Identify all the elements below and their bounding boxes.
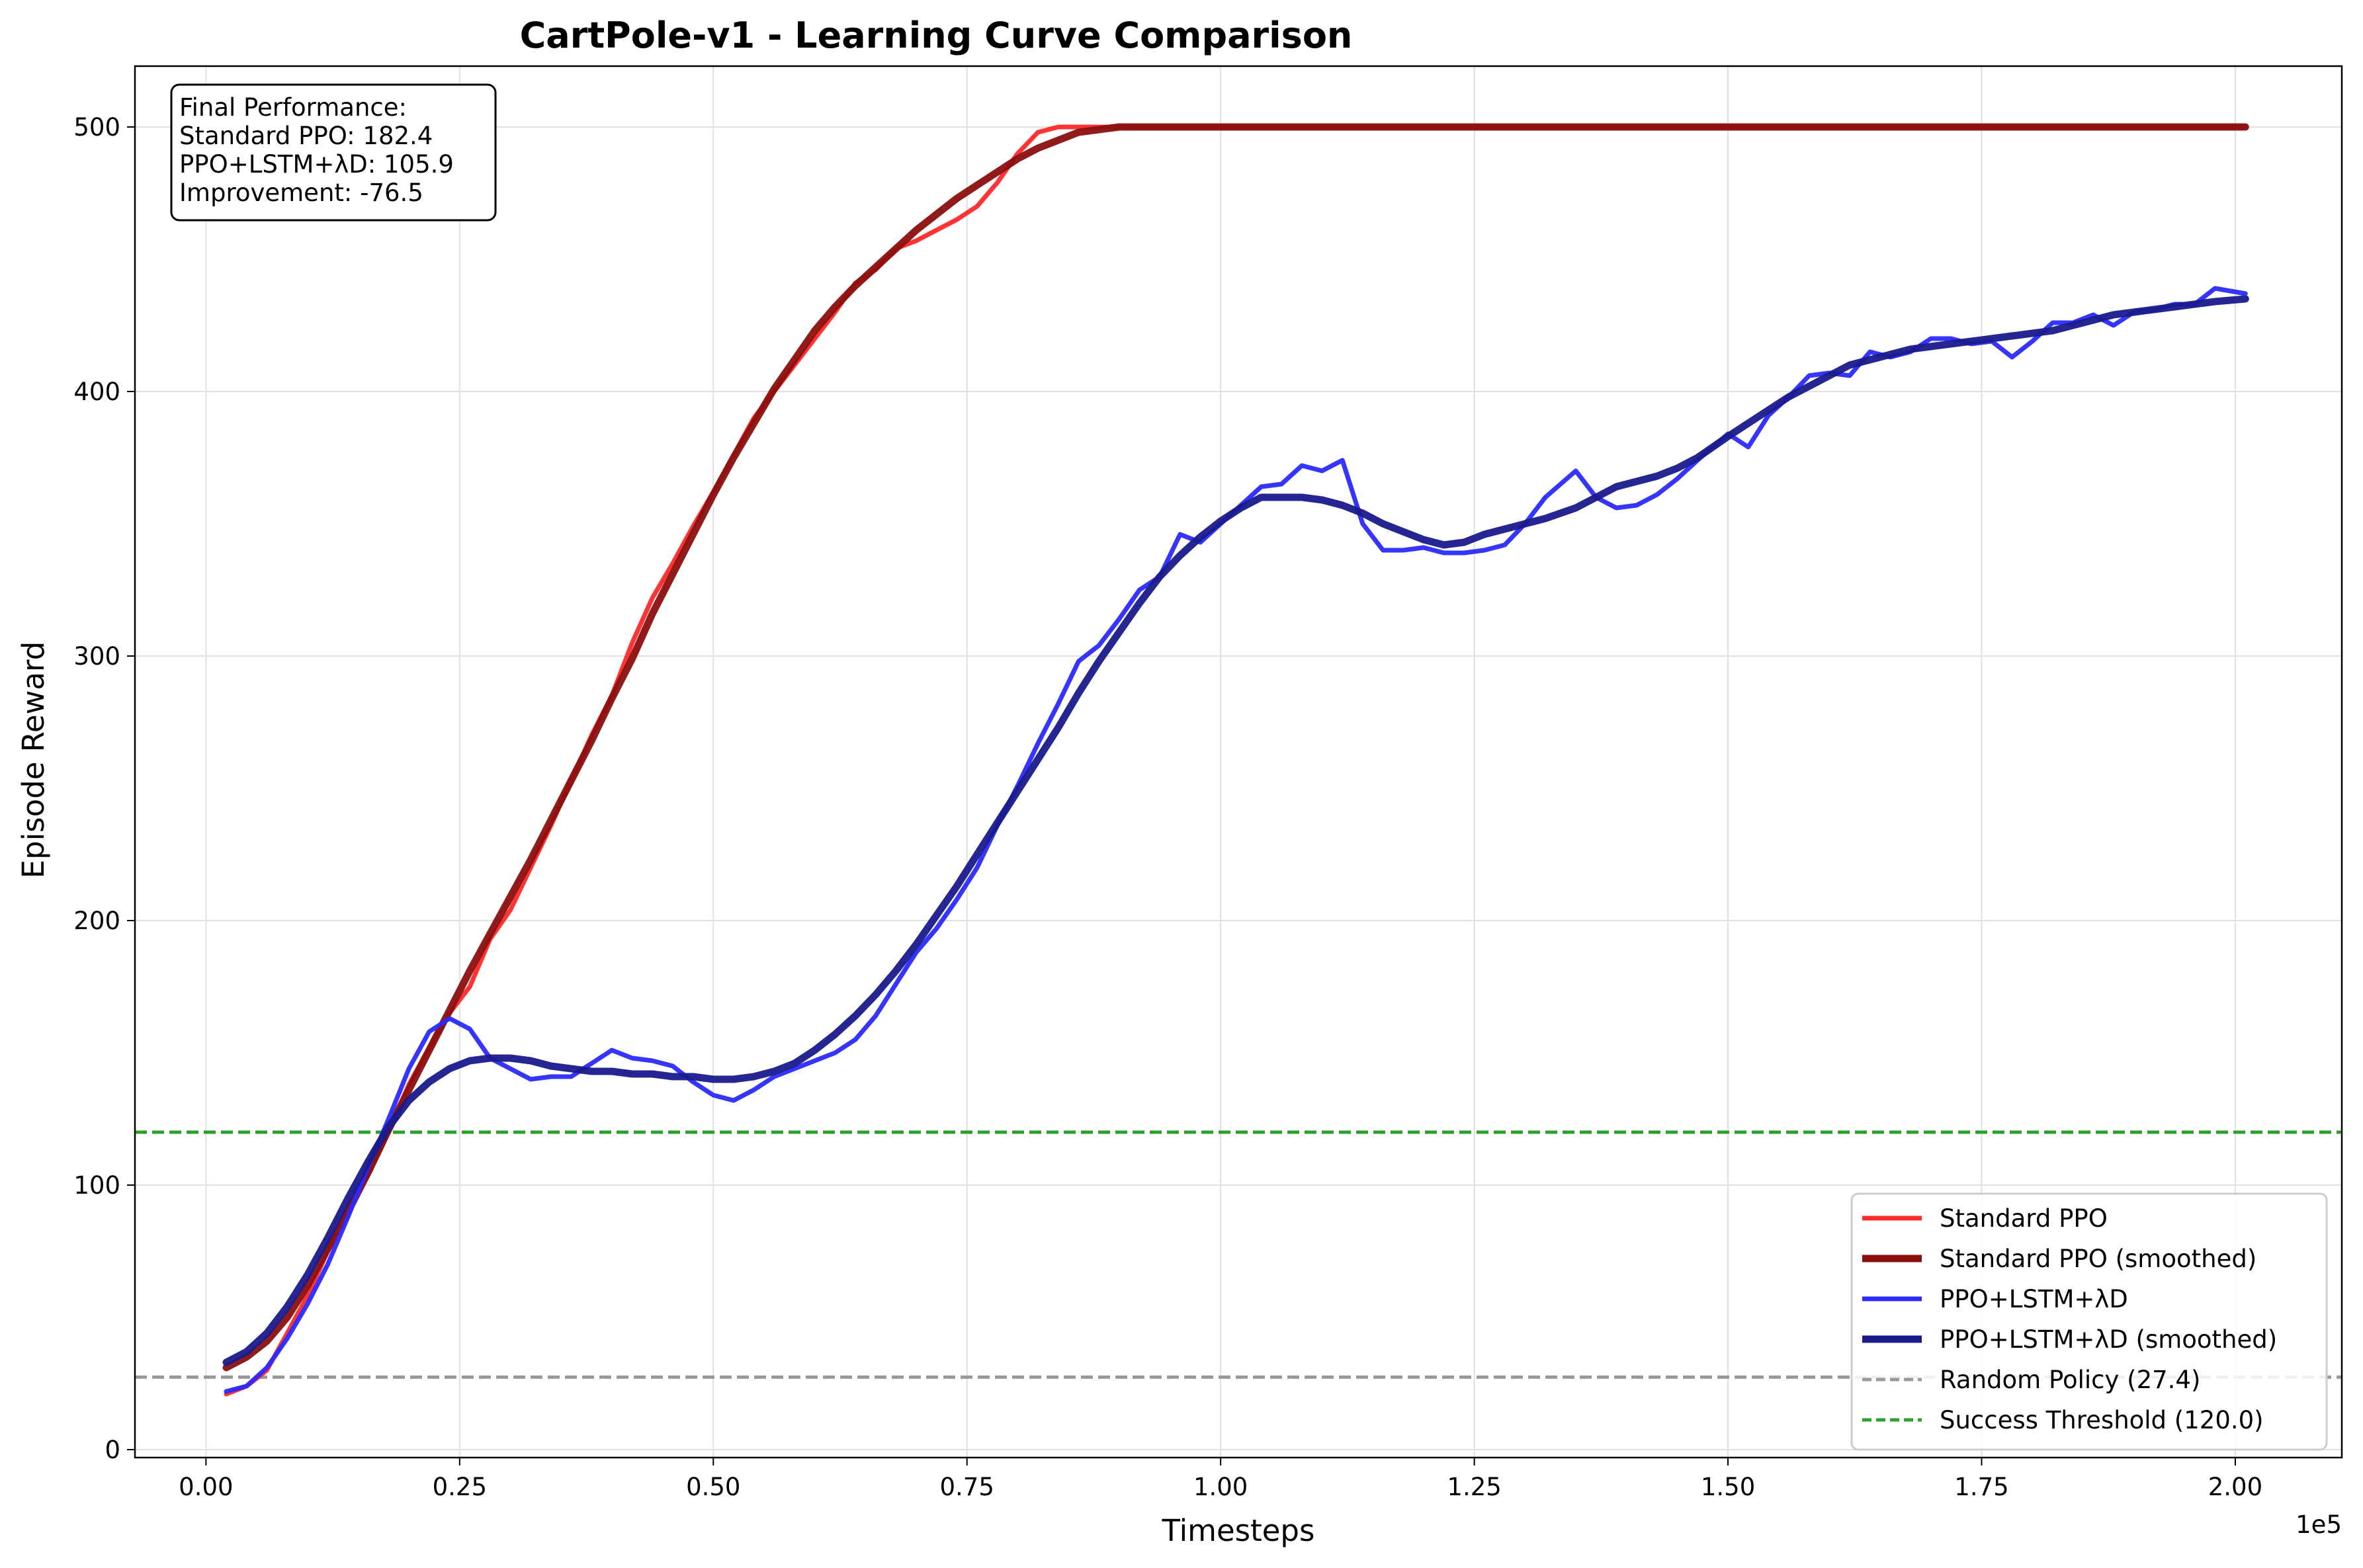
chart-title: CartPole-v1 - Learning Curve Comparison	[520, 15, 1353, 56]
y-tick-label: 300	[73, 642, 120, 671]
y-axis-label: Episode Reward	[16, 641, 51, 879]
annotation-line: Standard PPO: 182.4	[179, 122, 433, 150]
x-tick-label: 0.00	[179, 1473, 233, 1501]
y-axis-ticks: 0 100 200 300 400 500	[73, 113, 135, 1464]
series-line	[222, 295, 2249, 1366]
annotation-line: Improvement: -76.5	[179, 179, 423, 207]
reference-lines	[135, 1130, 2342, 1379]
legend-label: Success Threshold (120.0)	[1940, 1406, 2264, 1434]
series-lines	[222, 123, 2249, 1397]
annotation-line: PPO+LSTM+λD: 105.9	[179, 150, 454, 179]
y-tick-label: 100	[73, 1171, 120, 1200]
x-axis-ticks: 0.00 0.25 0.50 0.75 1.00 1.25 1.50 1.75 2.00	[179, 1458, 2262, 1501]
legend-label: Standard PPO (smoothed)	[1940, 1245, 2256, 1273]
x-tick-label: 1.25	[1447, 1473, 1501, 1501]
legend-label: PPO+LSTM+λD (smoothed)	[1940, 1325, 2277, 1354]
legend-label: PPO+LSTM+λD	[1940, 1285, 2128, 1313]
annotation-line: Final Performance:	[179, 93, 407, 122]
plot-frame	[134, 65, 2343, 1459]
legend-frame	[1850, 1192, 2328, 1451]
legend: Standard PPO Standard PPO (smoothed) PPO+L…	[1850, 1192, 2328, 1451]
x-tick-label: 0.50	[686, 1473, 740, 1501]
x-tick-label: 1.50	[1701, 1473, 1755, 1501]
x-axis-label: Timesteps	[1162, 1513, 1315, 1548]
x-axis-offset-label: 1e5	[2296, 1510, 2342, 1539]
annotation-frame	[170, 83, 497, 222]
x-tick-label: 0.25	[433, 1473, 487, 1501]
x-tick-label: 2.00	[2208, 1473, 2262, 1501]
final-performance-box: Final Performance: Standard PPO: 182.4 P…	[170, 83, 497, 222]
x-tick-label: 1.75	[1954, 1473, 2008, 1501]
legend-label: Standard PPO	[1940, 1204, 2108, 1233]
y-tick-label: 500	[73, 113, 120, 142]
y-tick-label: 200	[73, 907, 120, 935]
y-tick-label: 0	[105, 1436, 120, 1464]
x-tick-label: 0.75	[940, 1473, 994, 1501]
x-tick-label: 1.00	[1193, 1473, 1248, 1501]
legend-label: Random Policy (27.4)	[1940, 1366, 2200, 1394]
y-tick-label: 400	[73, 378, 120, 406]
